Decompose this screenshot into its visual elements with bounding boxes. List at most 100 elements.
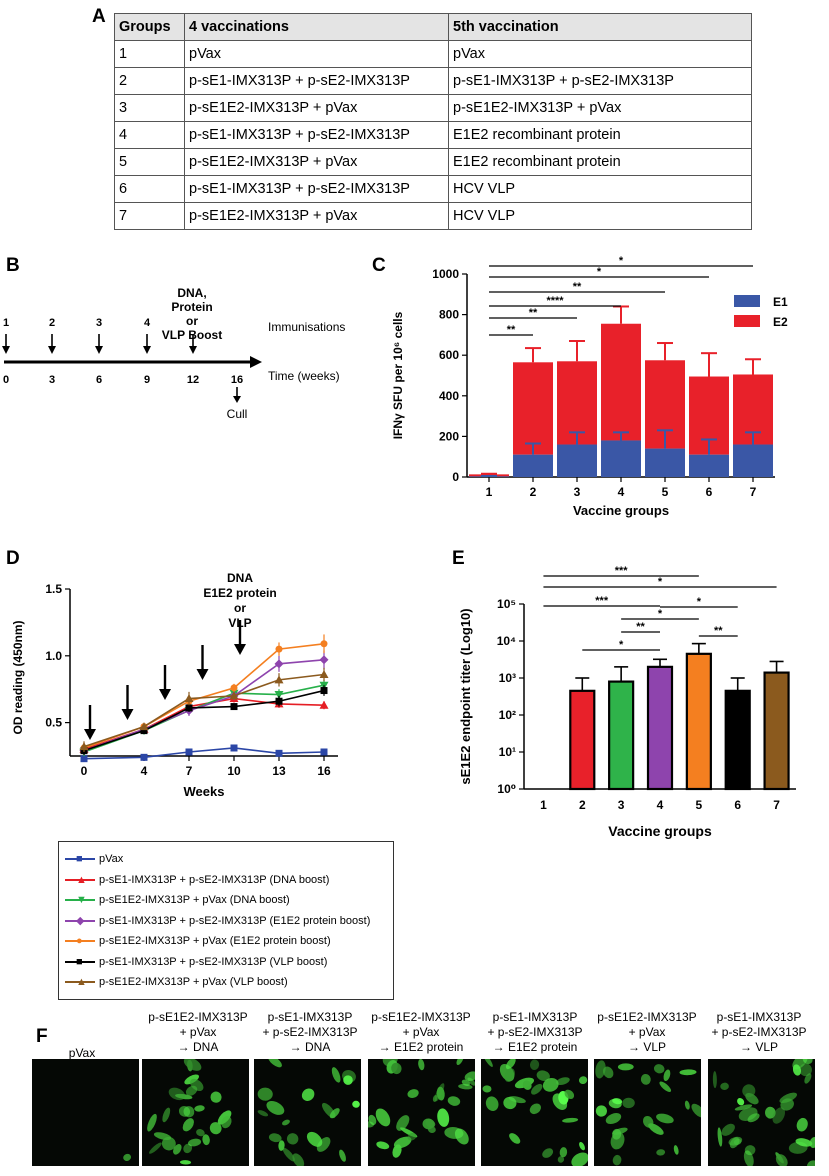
fluorescent-cell xyxy=(779,1092,798,1104)
table-row: 5 p-sE1E2-IMX313P + pVax E1E2 recombinant … xyxy=(114,148,752,176)
table-cell: 2 xyxy=(114,67,185,95)
x-tick-label: 4 xyxy=(657,798,664,812)
timeline-diagram: Immunisations Time (weeks) DNA, Protein … xyxy=(2,286,345,421)
fluorescent-cell xyxy=(339,1149,346,1162)
table-cell: 7 xyxy=(114,202,185,230)
table-cell: HCV VLP xyxy=(448,202,752,230)
fluorescent-cell xyxy=(642,1115,654,1128)
y-tick-label: 600 xyxy=(439,348,459,362)
fluorescent-cell xyxy=(407,1132,417,1141)
table-cell: 4 xyxy=(114,121,185,149)
data-point xyxy=(320,687,328,695)
fluorescent-cell xyxy=(454,1128,469,1145)
data-point xyxy=(274,659,284,669)
table-row: 3 p-sE1E2-IMX313P + pVax p-sE1E2-IMX313P +… xyxy=(114,94,752,122)
legend-symbol: ▲ xyxy=(76,976,87,988)
fluorescent-cell xyxy=(556,1077,570,1085)
fluorescent-cell xyxy=(720,1082,729,1091)
legend-item: ■ p-sE1-IMX313P + p-sE2-IMX313P (VLP boos… xyxy=(65,953,327,971)
significance-label: * xyxy=(697,596,702,608)
fluorescent-cell xyxy=(509,1133,521,1144)
legend-symbol: ▲ xyxy=(76,873,87,886)
boost-label-line: VLP Boost xyxy=(162,328,222,342)
series-line xyxy=(83,747,325,760)
microscopy-label-line: → DNA xyxy=(177,1040,219,1054)
fluorescent-cell xyxy=(266,1101,285,1115)
data-point xyxy=(275,749,283,757)
microscopy-image xyxy=(142,1059,249,1166)
microscopy-label-line: p-sE1-IMX313P xyxy=(716,1010,802,1024)
x-tick-label: 0 xyxy=(81,764,88,778)
bar-e2 xyxy=(601,323,641,441)
legend-label: E2 xyxy=(773,315,788,329)
fluorescent-cell xyxy=(579,1142,585,1151)
fluorescent-cell xyxy=(464,1071,475,1082)
microscopy-image xyxy=(481,1059,588,1166)
fluorescent-cell xyxy=(531,1083,543,1095)
legend-line xyxy=(65,878,95,881)
x-tick-label: 13 xyxy=(272,764,286,778)
legend-symbol: ■ xyxy=(76,955,83,968)
fluorescent-cell xyxy=(482,1085,492,1093)
legend-label: p-sE1-IMX313P + p-sE2-IMX313P (E1E2 prot… xyxy=(99,914,371,927)
fluorescent-cell xyxy=(210,1091,222,1103)
microscopy-label-line: p-sE1E2-IMX313P xyxy=(597,1010,697,1024)
fluorescent-cell xyxy=(795,1138,813,1147)
bar-e2 xyxy=(513,362,553,455)
legend-marker: ◆ xyxy=(65,915,95,927)
microscopy-label-line: + p-sE2-IMX313P xyxy=(711,1025,807,1039)
boost-arrowhead xyxy=(84,729,96,740)
fluorescent-cell xyxy=(123,1153,132,1162)
bar xyxy=(763,671,790,791)
y-tick-label: 800 xyxy=(439,308,459,322)
fluorescent-cell xyxy=(268,1059,282,1068)
fluorescent-cell xyxy=(209,1122,222,1135)
data-point xyxy=(139,722,149,731)
x-tick-label: 16 xyxy=(317,764,331,778)
data-point xyxy=(274,675,284,684)
boost-arrowhead xyxy=(196,669,209,680)
panel-letter-c: C xyxy=(372,255,386,276)
fluorescent-cell xyxy=(329,1108,340,1119)
fluorescent-cell xyxy=(392,1144,402,1158)
microscopy-label-line: p-sE1-IMX313P xyxy=(267,1010,353,1024)
week-label: 9 xyxy=(144,374,150,386)
legend-swatch xyxy=(734,315,760,327)
immunisation-number: 4 xyxy=(144,317,151,329)
x-tick-label: 2 xyxy=(579,798,586,812)
table-cell: p-sE1-IMX313P + p-sE2-IMX313P xyxy=(184,121,449,149)
significance-label: ** xyxy=(636,621,645,633)
fluorescent-cell xyxy=(775,1154,788,1166)
x-tick-label: 1 xyxy=(486,485,493,499)
table-cell: 5 xyxy=(114,148,185,176)
microscopy-label-line: + p-sE2-IMX313P xyxy=(487,1025,583,1039)
fluorescent-cell xyxy=(595,1105,608,1117)
immunisation-arrowhead xyxy=(2,346,10,354)
y-tick-label: 10³ xyxy=(499,671,516,685)
bar-e1 xyxy=(513,454,553,477)
microscopy-label: p-sE1E2-IMX313P + pVax → VLP xyxy=(587,1010,707,1055)
table-cell: 6 xyxy=(114,175,185,203)
fluorescent-cell xyxy=(162,1107,171,1123)
data-point xyxy=(230,703,238,711)
legend-marker: ■ xyxy=(65,956,95,968)
boost-annotation: or xyxy=(234,601,246,615)
fluorescent-cell xyxy=(721,1123,735,1136)
fluorescent-cell xyxy=(281,1119,290,1126)
significance-label: ** xyxy=(507,324,516,336)
x-tick-label: 6 xyxy=(706,485,713,499)
data-point xyxy=(140,727,148,735)
timeline-arrowhead xyxy=(250,356,262,368)
table-cell: p-sE1E2-IMX313P + pVax xyxy=(448,94,752,122)
legend-label: E1 xyxy=(773,295,788,309)
bar-e2 xyxy=(557,361,597,445)
fluorescent-cell xyxy=(257,1110,269,1117)
table-header-row: Groups 4 vaccinations 5th vaccination xyxy=(114,13,752,41)
data-point xyxy=(319,700,329,709)
fluorescent-cell xyxy=(196,1129,205,1137)
significance-label: * xyxy=(658,576,663,588)
legend-marker: ▼ xyxy=(65,894,95,906)
x-tick-label: 7 xyxy=(750,485,757,499)
